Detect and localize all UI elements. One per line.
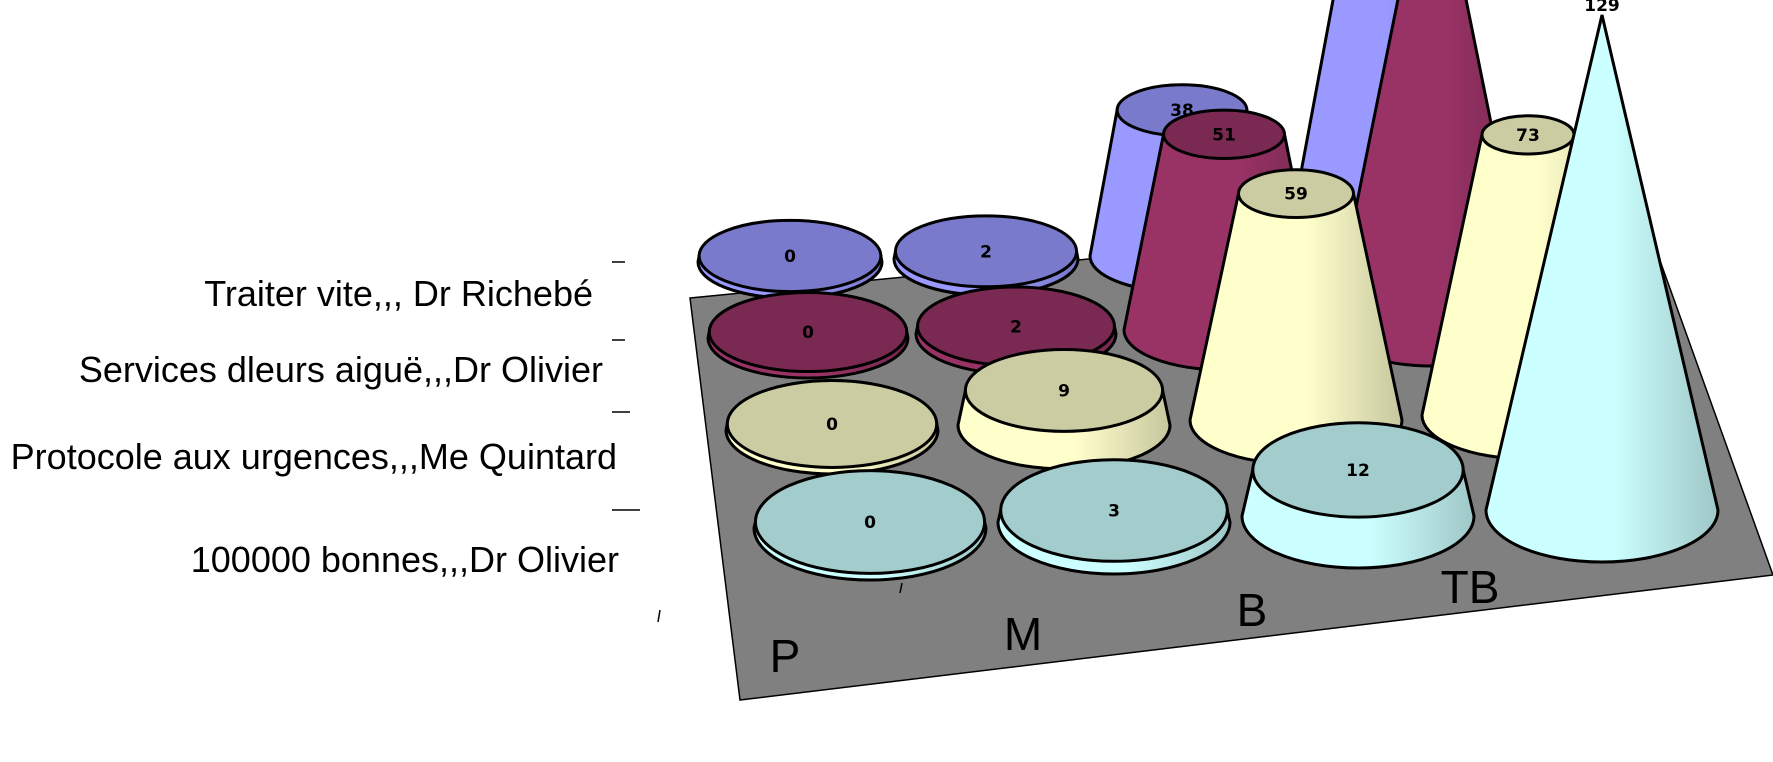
category-label: TB: [1441, 561, 1500, 613]
cone-top: [697, 218, 883, 294]
cone-bar: 0: [696, 218, 884, 300]
cone-bar: 0: [706, 290, 910, 380]
axis-tick: [899, 582, 903, 594]
data-label: 0: [784, 247, 796, 267]
cone-top: [753, 469, 987, 575]
data-label: 9: [1058, 381, 1070, 401]
cone-top: [893, 214, 1079, 289]
data-label: 129: [1584, 0, 1620, 16]
cone-bar: 0: [724, 379, 940, 476]
cone-top: [1162, 108, 1286, 160]
data-label: 51: [1212, 125, 1236, 145]
series-label: Services dleurs aiguë,,,Dr Olivier: [79, 349, 603, 390]
cone-bar: 129: [1484, 0, 1720, 564]
data-label: 2: [1010, 317, 1022, 337]
text-labels: Traiter vite,,, Dr Richebé Services dleur…: [11, 273, 1500, 682]
data-label: 0: [826, 415, 838, 435]
cone-top: [1236, 168, 1356, 219]
data-label: 73: [1516, 126, 1540, 146]
data-label: 0: [864, 513, 876, 533]
cone-top: [1251, 421, 1465, 519]
data-label: 59: [1284, 185, 1308, 205]
axis-tick: [657, 609, 661, 623]
cone-top: [707, 290, 909, 374]
cone-bar: 12: [1240, 421, 1476, 570]
category-label: P: [770, 630, 801, 682]
data-label: 2: [980, 242, 992, 262]
cone-bar: 59: [1188, 168, 1404, 466]
cone-bar: 9: [956, 348, 1172, 471]
data-label: 0: [802, 323, 814, 343]
series-label: Protocole aux urgences,,,Me Quintard: [11, 436, 617, 477]
cone-top: [999, 458, 1229, 563]
cone-bar: 3: [996, 458, 1232, 576]
cone-top: [963, 348, 1165, 433]
data-shapes: 02381130251890959730312129: [696, 0, 1720, 582]
cone-body: [1484, 14, 1720, 564]
cone-bar: 2: [892, 214, 1080, 297]
series-label: Traiter vite,,, Dr Richebé: [204, 273, 593, 314]
series-label: 100000 bonnes,,,Dr Olivier: [191, 539, 619, 580]
category-label: M: [1004, 608, 1042, 660]
cone-bar: 0: [752, 469, 988, 582]
data-label: 3: [1108, 501, 1120, 521]
cone-top: [725, 379, 939, 469]
data-label: 12: [1346, 461, 1370, 481]
category-label: B: [1237, 584, 1268, 636]
